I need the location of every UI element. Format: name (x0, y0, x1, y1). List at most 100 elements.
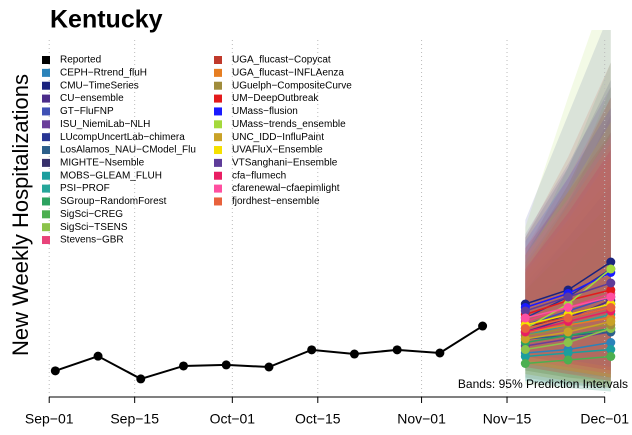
legend-label: cfa−flumech (232, 170, 286, 181)
reported-point (264, 362, 274, 372)
legend-swatch (42, 120, 50, 129)
y-axis-label: New Weekly Hospitalizations (8, 74, 33, 356)
prediction-band (525, 97, 611, 388)
forecast-point (606, 264, 616, 274)
legend-label: MOBS−GLEAM_FLUH (60, 170, 162, 181)
x-tick-label: Oct−01 (210, 411, 256, 427)
forecast-point (563, 348, 573, 358)
forecast-point (520, 334, 530, 344)
legend-label: SigSci−TSENS (60, 222, 128, 233)
legend-label: CMU−TimeSeries (60, 80, 139, 91)
legend-label: GT−FluFNP (60, 106, 114, 117)
legend-label: fjordhest−ensemble (232, 196, 320, 207)
legend-swatch (42, 223, 50, 232)
legend-label: UGA_flucast−Copycat (232, 55, 331, 66)
legend-label: LUcompUncertLab−chimera (60, 132, 185, 143)
legend-label: SigSci−CREG (60, 209, 123, 220)
prediction-band (525, 143, 611, 378)
reported-point (349, 349, 359, 359)
legend-swatch (214, 94, 222, 103)
forecast-point (520, 352, 530, 361)
legend-label: Reported (60, 55, 101, 66)
forecast-point (520, 306, 530, 316)
legend-swatch (42, 146, 50, 155)
legend-label: cfarenewal−cfaepimlight (232, 183, 340, 194)
legend-label: Stevens−GBR (60, 235, 124, 246)
legend-label: UVAFluX−Ensemble (232, 145, 323, 156)
legend-swatch (42, 56, 50, 64)
prediction-band (525, 132, 611, 374)
bands (525, 30, 611, 392)
forecast-point (606, 338, 616, 347)
prediction-band (525, 97, 611, 374)
legend-swatch (214, 133, 222, 142)
reported-point (478, 321, 488, 331)
legend-swatch (214, 146, 222, 155)
forecast-point (606, 345, 616, 354)
x-tick-label: Dec−01 (580, 411, 629, 427)
legend-swatch (214, 158, 222, 167)
legend-swatch (42, 94, 50, 103)
legend-swatch (214, 197, 222, 206)
forecast-point (563, 327, 573, 337)
legend-swatch (42, 184, 50, 193)
legend-swatch (42, 68, 50, 77)
legend-swatch (214, 68, 222, 77)
reported-point (221, 360, 231, 370)
forecast-point (606, 278, 616, 288)
prediction-band (525, 178, 611, 385)
legend-swatch (214, 107, 222, 116)
legend-swatch (214, 120, 222, 129)
legend-swatch (42, 133, 50, 142)
reported-point (307, 345, 317, 355)
x-tick-label: Sep−01 (25, 411, 74, 427)
legend-label: CEPH−Rtrend_fluH (60, 68, 147, 79)
forecast-point (563, 292, 573, 302)
forecast-point (520, 345, 530, 354)
legend-label: UMass−trends_ensemble (232, 119, 346, 130)
legend-swatch (214, 81, 222, 90)
prediction-band (525, 62, 611, 378)
x-tick-label: Oct−15 (295, 411, 341, 427)
legend-swatch (42, 171, 50, 180)
reported-point (50, 366, 60, 376)
legend-label: LosAlamos_NAU−CModel_Flu (60, 145, 196, 156)
forecast-point (520, 324, 530, 333)
annotation: Bands: 95% Prediction Intervals (458, 377, 628, 391)
forecast-point (520, 313, 530, 323)
forecast-point (563, 303, 573, 312)
legend-swatch (42, 210, 50, 219)
forecast-point (606, 257, 616, 267)
x-tick-label: Sep−15 (110, 411, 159, 427)
reported-point (136, 374, 146, 384)
prediction-band (525, 62, 611, 381)
legend-label: UGuelph−CompositeCurve (232, 80, 352, 91)
forecast-point (563, 338, 573, 347)
forecast-point (563, 313, 573, 323)
legend-swatch (214, 171, 222, 180)
forecast-point (606, 317, 616, 326)
legend-label: CU−ensemble (60, 93, 124, 104)
prediction-band (525, 132, 611, 371)
chart-title: Kentucky (50, 6, 163, 34)
forecast-point (606, 292, 616, 302)
forecast-point (563, 355, 573, 365)
prediction-band (525, 122, 611, 378)
forecast-point (606, 285, 616, 295)
legend-swatch (42, 158, 50, 167)
legend-label: MIGHTE−Nsemble (60, 158, 145, 169)
legend-label: ISU_NiemiLab−NLH (60, 119, 150, 130)
legend-label: UM−DeepOutbreak (232, 93, 319, 104)
legend-swatch (214, 56, 222, 64)
x-tick-label: Nov−15 (483, 411, 532, 427)
forecast-point (606, 303, 616, 312)
reported-point (392, 345, 402, 355)
legend-swatch (42, 197, 50, 206)
reported-point (435, 348, 445, 358)
legend-swatch (42, 107, 50, 116)
prediction-band (525, 87, 611, 371)
x-tick-label: Nov−01 (397, 411, 446, 427)
reported-point (93, 351, 103, 361)
legend-swatch (214, 184, 222, 193)
